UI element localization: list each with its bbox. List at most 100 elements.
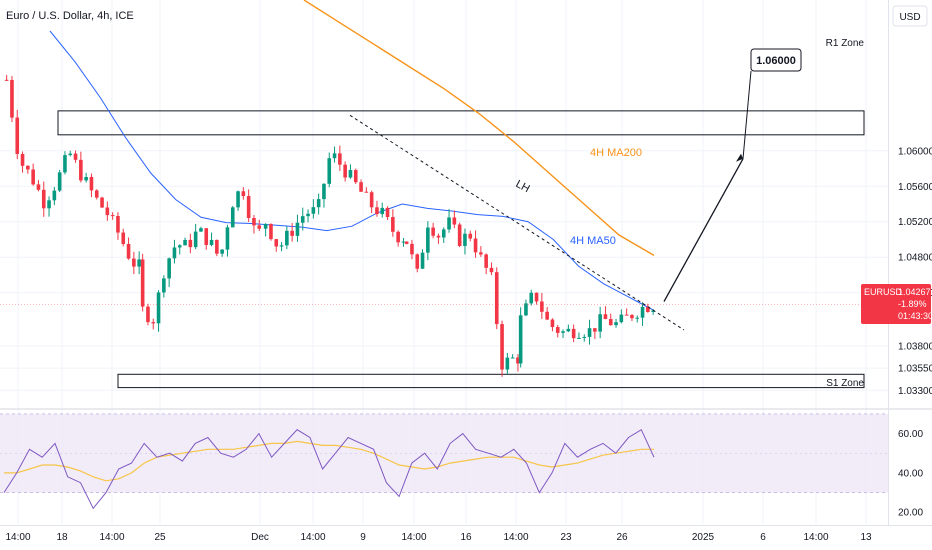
candle-body [348, 170, 353, 178]
candle-body [447, 217, 451, 230]
candle-body [285, 230, 289, 246]
candle-body [172, 247, 177, 259]
candle-body [290, 230, 294, 236]
rsi-tick-label: 20.00 [898, 508, 923, 519]
candle-body [204, 228, 209, 246]
candle-body [593, 328, 597, 332]
candle-body [359, 182, 363, 192]
candle-body [322, 183, 326, 200]
time-tick-label: 18 [56, 532, 68, 543]
target-label: 1.06000 [756, 55, 796, 67]
ma50-layer [49, 30, 655, 311]
candle-body [105, 207, 110, 216]
candle-body [15, 117, 20, 154]
currency-label: USD [899, 12, 920, 23]
candle-body [183, 239, 187, 246]
candle-body [26, 165, 30, 170]
candle-body [646, 306, 650, 313]
candle-body [489, 267, 494, 273]
candle-body [651, 310, 655, 313]
candle-body [375, 207, 379, 215]
candle-body [257, 225, 262, 229]
currency-button[interactable]: USD [892, 5, 928, 27]
candle-body [241, 191, 246, 197]
price-tick-label: 1.03550 [898, 364, 932, 375]
zones [57, 110, 865, 389]
candle-body [540, 301, 544, 312]
candle-body [110, 215, 115, 217]
price-tag-bg [861, 284, 931, 324]
candle-body [47, 200, 51, 209]
candle-body [126, 243, 131, 259]
chart-title: Euro / U.S. Dollar, 4h, ICE [6, 10, 134, 22]
candle-body [369, 192, 374, 208]
candle-body [63, 155, 67, 173]
candle-body [316, 199, 321, 208]
time-axis[interactable]: 14:00 18 14:00 25 Dec 14:00 9 14:00 16 14:00 23 26 2… [5, 532, 872, 543]
candle-body [545, 311, 549, 320]
price-tick-label: 1.05600 [898, 182, 932, 193]
candle-body [534, 292, 539, 302]
candle-body [41, 189, 46, 209]
time-tick-label: Dec [251, 532, 269, 543]
candle-body [635, 317, 640, 319]
time-tick-label: 14:00 [5, 532, 30, 543]
candle-body [415, 254, 420, 269]
candle-body [295, 222, 300, 236]
price-tick-label: 1.03800 [898, 341, 932, 352]
candle-body [380, 207, 385, 215]
candle-body [410, 243, 414, 255]
time-tick-label: 14:00 [300, 532, 325, 543]
candle-body [566, 328, 571, 332]
rsi-axis[interactable]: 60.00 40.00 20.00 [898, 429, 923, 519]
candle-body [426, 227, 430, 253]
time-tick-label: 23 [560, 532, 572, 543]
candle-body [598, 314, 602, 332]
candle-body [494, 272, 499, 325]
candle-body [484, 254, 488, 268]
candle-body [385, 207, 390, 218]
candle-body [279, 245, 284, 247]
price-tag-countdown: 01:43:30 [898, 311, 932, 321]
time-tick-label: 6 [760, 532, 766, 543]
rsi-pane [0, 413, 888, 510]
candle-body [274, 239, 279, 247]
candle-body [524, 303, 528, 316]
time-tick-label: 14:00 [401, 532, 426, 543]
ma200-line [303, 0, 655, 257]
candle-body [162, 278, 166, 293]
r1-zone-label: R1 Zone [826, 38, 865, 49]
zone-box [117, 373, 865, 389]
price-tick-label: 1.04800 [898, 253, 932, 264]
time-tick-label: 26 [616, 532, 628, 543]
candle-body [619, 314, 624, 323]
time-tick-label: 14:00 [503, 532, 528, 543]
ma50-label: 4H MA50 [570, 235, 616, 247]
candle-body [57, 172, 62, 191]
rsi-band [0, 413, 888, 493]
candle-body [52, 190, 57, 201]
candle-body [10, 79, 14, 118]
rsi-line [3, 428, 655, 510]
symbol-price-tag: EURUSD 1.04267 -1.89% 01:43:30 [861, 284, 932, 324]
candle-body [457, 224, 462, 246]
rsi-tick-label: 60.00 [898, 429, 923, 440]
candle-body [269, 223, 273, 240]
target-callout[interactable]: 1.06000 [750, 48, 802, 72]
candle-body [436, 235, 441, 238]
candle-body [338, 153, 342, 165]
candle-body [624, 314, 629, 316]
candle-body [571, 328, 576, 339]
ma50-line [49, 30, 655, 311]
candle-body [327, 158, 332, 184]
candle-body [137, 259, 141, 267]
candle-body [177, 245, 182, 248]
price-tick-label: 1.06000 [898, 146, 932, 157]
candle-body [561, 331, 565, 333]
candle-body [188, 239, 193, 248]
time-tick-label: 14:00 [99, 532, 124, 543]
candle-body [121, 232, 126, 244]
candle-body [404, 241, 409, 244]
candle-body [420, 252, 425, 269]
projection-arrowhead [736, 153, 743, 162]
